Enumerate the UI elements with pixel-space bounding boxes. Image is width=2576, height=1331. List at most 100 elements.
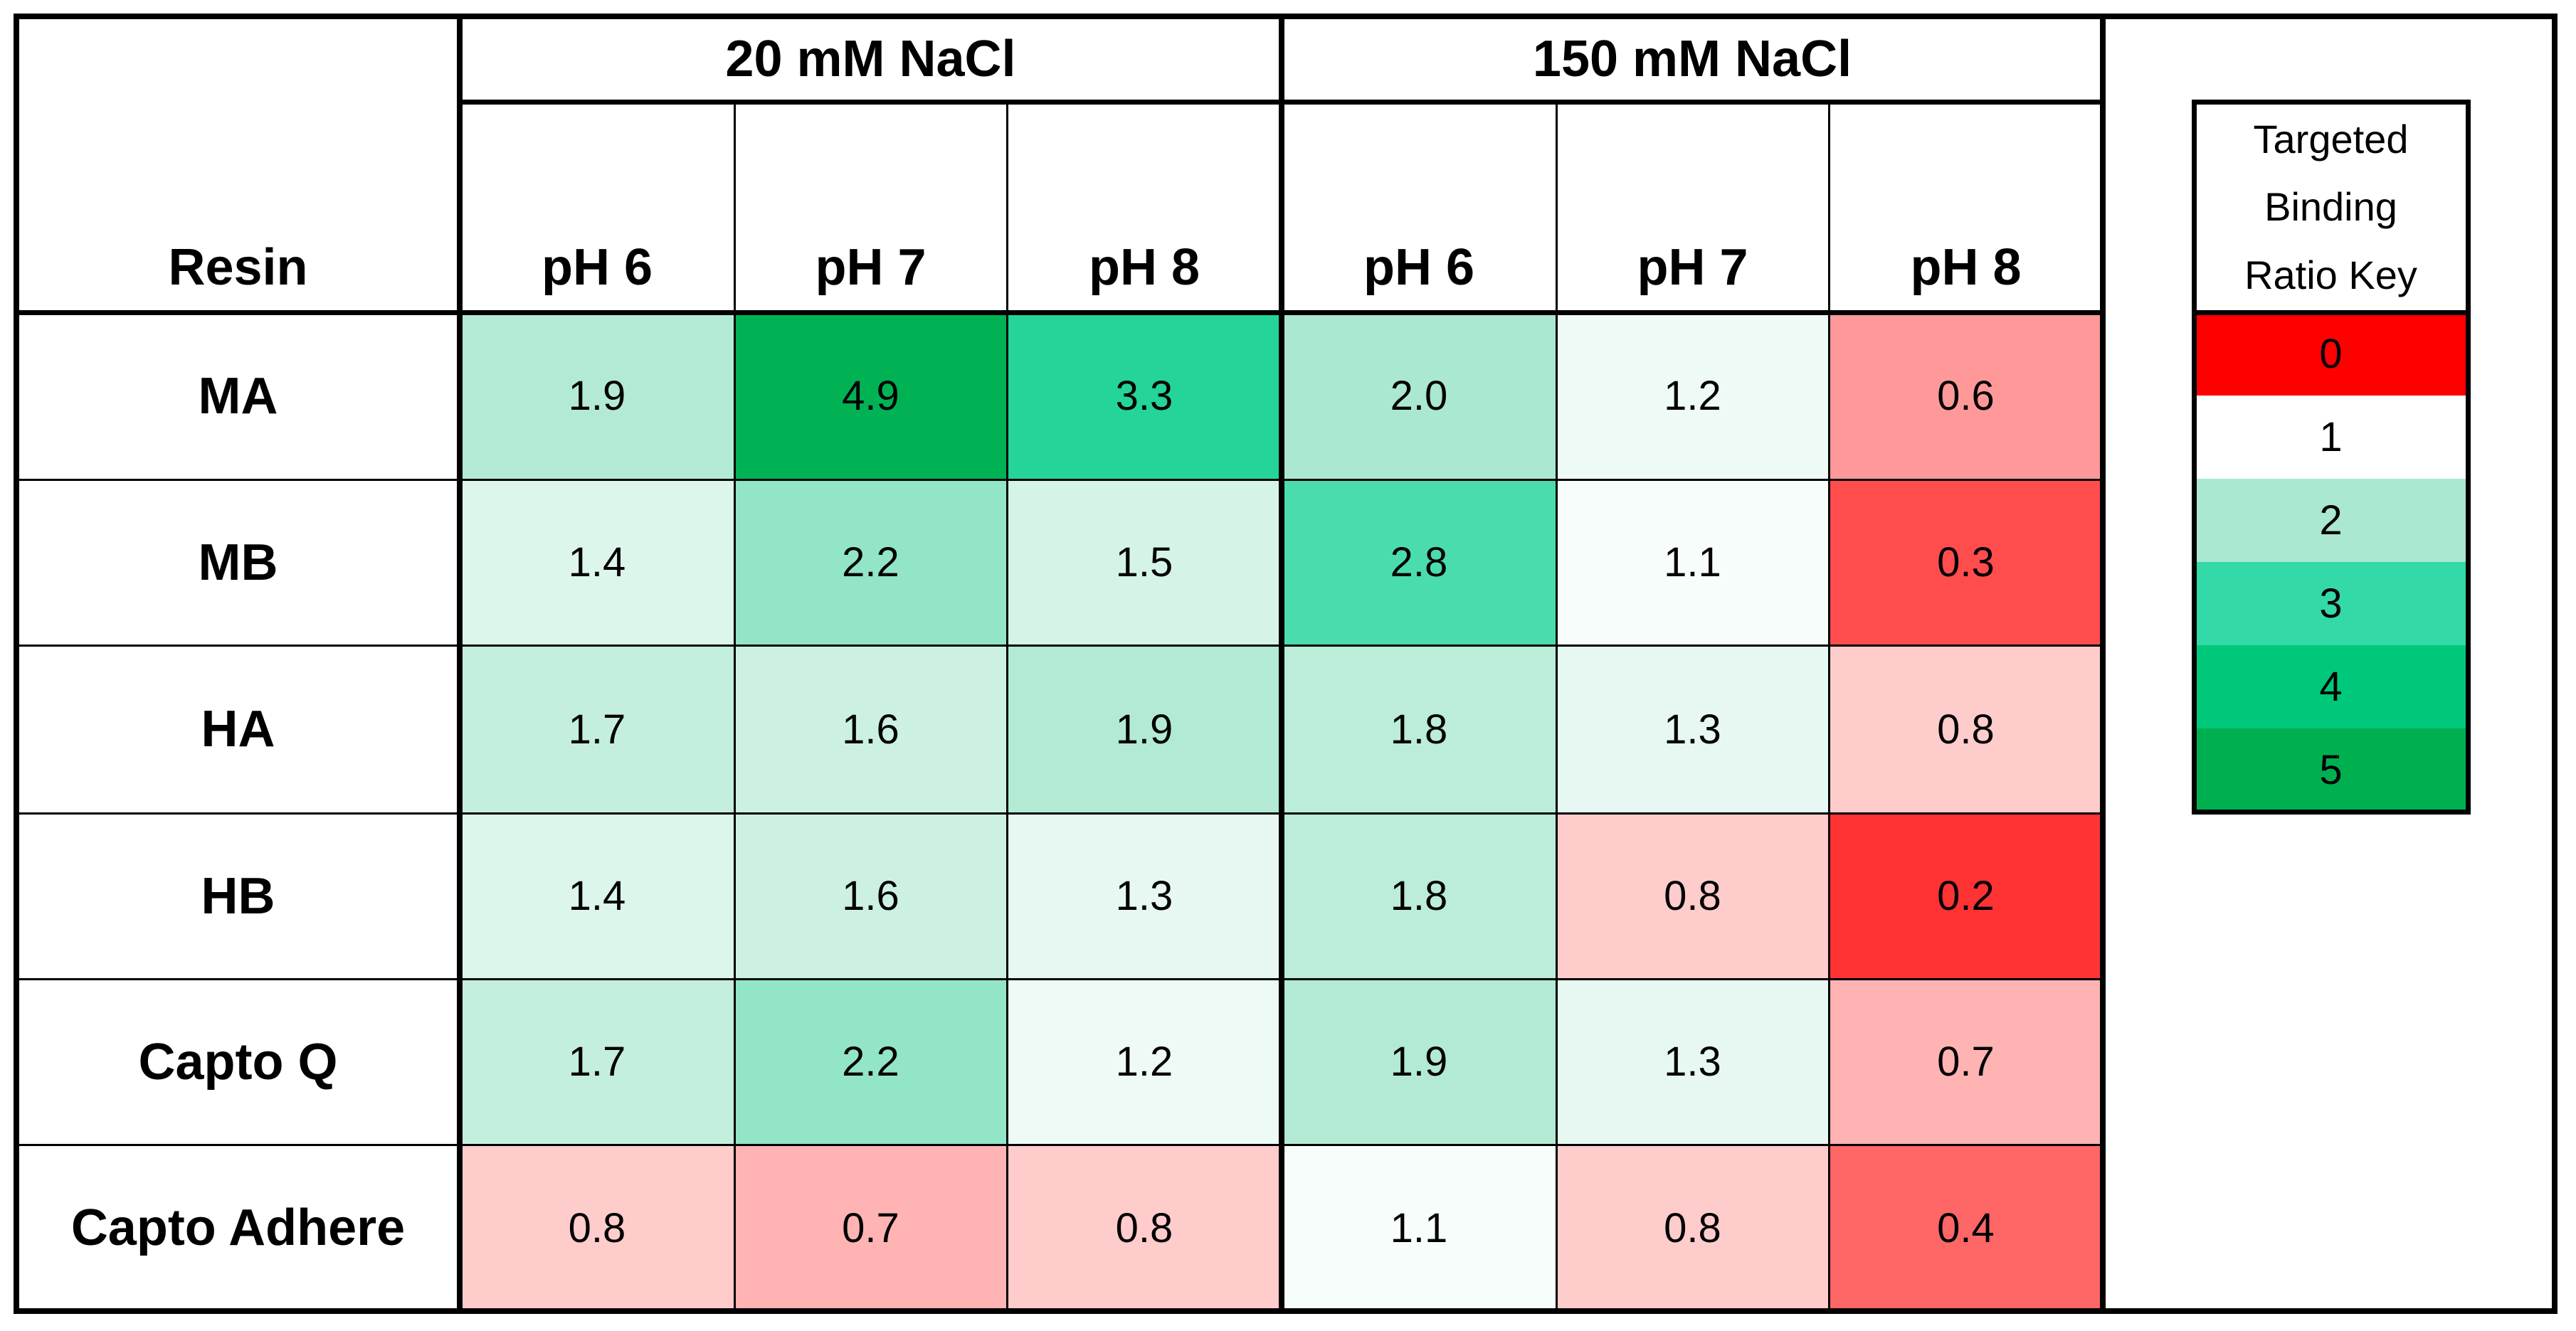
cell-value: 1.5 xyxy=(1115,539,1173,585)
legend-border xyxy=(2191,99,2471,105)
heatmap-cell: 1.9 xyxy=(460,312,734,479)
row-label: MA xyxy=(198,367,278,425)
heatmap-cell: 1.6 xyxy=(734,813,1007,979)
column-header: pH 8 xyxy=(1910,239,2022,296)
cell-value: 1.4 xyxy=(568,539,626,585)
cell-value: 0.4 xyxy=(1937,1204,1995,1251)
legend-label: 0 xyxy=(2319,331,2343,377)
legend-label: 5 xyxy=(2319,747,2343,793)
group-header: 150 mM NaCl xyxy=(1532,31,1852,88)
cell-value: 3.3 xyxy=(1115,373,1173,419)
heatmap-cell: 4.9 xyxy=(734,312,1007,479)
cell-value: 1.7 xyxy=(568,706,626,753)
cell-value: 0.7 xyxy=(1937,1039,1995,1085)
cell-value: 1.9 xyxy=(1115,706,1173,753)
heatmap-cell: 1.7 xyxy=(460,645,734,813)
column-rule xyxy=(1827,100,1830,1313)
legend-swatch: 2 xyxy=(2194,479,2468,562)
heatmap-cell: 1.2 xyxy=(1556,312,1829,479)
column-rule xyxy=(1005,100,1008,1313)
group-header: 20 mM NaCl xyxy=(725,31,1016,88)
heatmap-cell: 1.3 xyxy=(1556,645,1829,813)
legend-swatch: 5 xyxy=(2194,728,2468,812)
row-label: Capto Q xyxy=(138,1033,338,1091)
heatmap-cell: 1.9 xyxy=(1282,979,1556,1145)
legend-border xyxy=(2191,809,2471,815)
group-border xyxy=(457,14,463,1314)
cell-value: 0.8 xyxy=(1937,706,1995,753)
heatmap-cell: 0.7 xyxy=(1829,979,2103,1145)
legend-label: 3 xyxy=(2319,580,2343,627)
legend-swatch: 0 xyxy=(2194,312,2468,396)
cell-value: 1.8 xyxy=(1390,873,1448,919)
row-header: Resin xyxy=(168,239,308,296)
heatmap-cell: 2.8 xyxy=(1282,479,1556,645)
legend-label: 2 xyxy=(2319,497,2343,543)
heatmap-cell: 0.8 xyxy=(460,1145,734,1311)
heatmap-cell: 0.8 xyxy=(1556,813,1829,979)
heatmap-cell: 1.1 xyxy=(1556,479,1829,645)
outer-border xyxy=(14,1308,2557,1314)
row-label: Capto Adhere xyxy=(70,1199,406,1256)
outer-border xyxy=(14,14,19,1314)
cell-value: 0.8 xyxy=(1664,873,1721,919)
cell-value: 4.9 xyxy=(842,373,899,419)
heatmap-cell: 1.6 xyxy=(734,645,1007,813)
cell-value: 0.8 xyxy=(568,1204,626,1251)
cell-value: 2.0 xyxy=(1390,373,1448,419)
legend-border xyxy=(2191,309,2471,315)
cell-value: 2.2 xyxy=(842,539,899,585)
row-rule xyxy=(15,478,2104,481)
column-header: pH 7 xyxy=(815,239,927,296)
row-rule xyxy=(15,977,2104,980)
heatmap-cell: 0.8 xyxy=(1556,1145,1829,1311)
cell-value: 1.4 xyxy=(568,873,626,919)
heatmap-cell: 1.9 xyxy=(1007,645,1282,813)
cell-value: 0.8 xyxy=(1115,1204,1173,1251)
legend-swatch: 4 xyxy=(2194,645,2468,728)
heatmap-cell: 1.3 xyxy=(1556,979,1829,1145)
column-header: pH 8 xyxy=(1088,239,1200,296)
heatmap-cell: 1.4 xyxy=(460,813,734,979)
column-header: pH 6 xyxy=(1363,239,1475,296)
cell-value: 0.2 xyxy=(1937,873,1995,919)
row-rule xyxy=(15,644,2104,647)
outer-border xyxy=(2552,14,2557,1314)
heatmap-cell: 1.4 xyxy=(460,479,734,645)
cell-value: 1.7 xyxy=(568,1039,626,1085)
heatmap-cell: 1.5 xyxy=(1007,479,1282,645)
heatmap-cell: 0.2 xyxy=(1829,813,2103,979)
legend-label: 1 xyxy=(2319,414,2343,460)
legend-label: 4 xyxy=(2319,664,2343,710)
column-header: pH 6 xyxy=(541,239,653,296)
cell-value: 1.1 xyxy=(1390,1204,1448,1251)
cell-value: 1.3 xyxy=(1664,706,1721,753)
heatmap-cell: 0.4 xyxy=(1829,1145,2103,1311)
header-rule xyxy=(14,309,2106,315)
heatmap-cell: 0.8 xyxy=(1829,645,2103,813)
heatmap-cell: 1.2 xyxy=(1007,979,1282,1145)
cell-value: 1.6 xyxy=(842,706,899,753)
cell-value: 0.8 xyxy=(1664,1204,1721,1251)
heatmap-cell: 3.3 xyxy=(1007,312,1282,479)
cell-value: 0.7 xyxy=(842,1204,899,1251)
heatmap-cell: 0.7 xyxy=(734,1145,1007,1311)
row-label: MB xyxy=(198,534,278,591)
heatmap-cell: 2.2 xyxy=(734,979,1007,1145)
row-label: HA xyxy=(201,701,275,758)
legend-swatch: 3 xyxy=(2194,562,2468,645)
column-header: pH 7 xyxy=(1637,239,1748,296)
cell-value: 1.2 xyxy=(1115,1039,1173,1085)
column-rule xyxy=(1555,100,1558,1313)
row-rule xyxy=(15,1143,2104,1146)
row-rule xyxy=(15,812,2104,815)
cell-value: 1.3 xyxy=(1664,1039,1721,1085)
cell-value: 1.3 xyxy=(1115,873,1173,919)
heatmap-cell: 2.0 xyxy=(1282,312,1556,479)
heatmap-cell: 0.6 xyxy=(1829,312,2103,479)
cell-value: 2.8 xyxy=(1390,539,1448,585)
heatmap-cell: 2.2 xyxy=(734,479,1007,645)
heatmap-cell: 1.3 xyxy=(1007,813,1282,979)
cell-value: 0.6 xyxy=(1937,373,1995,419)
